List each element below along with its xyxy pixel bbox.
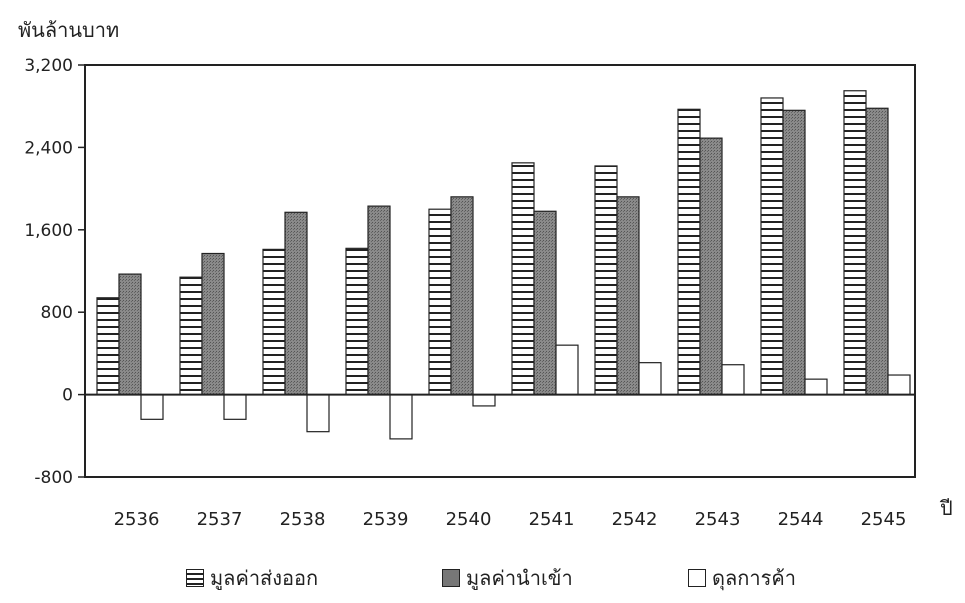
y-tick-label: 2,400 [24,138,73,158]
bar-import [782,109,806,396]
bar-import [450,196,474,396]
bar-balance [638,362,662,396]
bar-export [428,208,452,396]
bar-balance [140,394,164,420]
bar-export [96,297,120,396]
bar-balance [389,394,413,440]
x-tick-label: 2539 [363,509,409,530]
x-tick-label: 2543 [695,509,741,530]
y-tick-label: -800 [34,468,73,488]
bar-import [201,252,225,396]
bar-balance [555,344,579,396]
bar-export [511,162,535,396]
bar-export [760,97,784,396]
y-tick-label: 0 [62,386,73,406]
bar-balance [721,364,745,396]
bar-export [843,90,867,396]
bar-balance [804,378,828,396]
y-tick-label: 800 [41,303,73,323]
plot-frame [84,64,916,478]
bar-import [533,210,557,396]
x-tick-label: 2542 [612,509,658,530]
bar-balance [887,374,911,396]
bar-export [345,247,369,396]
legend-label-import: มูลค่านำเข้า [466,566,573,590]
bar-export [179,276,203,396]
legend: มูลค่าส่งออก มูลค่านำเข้า ดุลการค้า [0,562,965,602]
bar-import [699,137,723,396]
y-tick-label: 3,200 [24,56,73,76]
y-tick-label: 1,600 [24,221,73,241]
bar-import [616,196,640,396]
legend-item-balance: ดุลการค้า [688,562,796,594]
x-tick-label: 2538 [280,509,326,530]
legend-swatch-balance [688,569,706,587]
legend-swatch-import [442,569,460,587]
bar-balance [472,394,496,407]
bar-export [262,248,286,396]
legend-item-export: มูลค่าส่งออก [186,562,318,594]
y-axis-title: พันล้านบาท [18,18,120,42]
legend-label-export: มูลค่าส่งออก [210,566,319,590]
legend-label-balance: ดุลการค้า [712,566,796,590]
bar-import [367,205,391,396]
x-tick-label: 2541 [529,509,575,530]
bar-export [677,108,701,396]
x-tick-label: 2536 [114,509,160,530]
x-axis-title: ปี [940,496,953,520]
bar-import [284,211,308,396]
legend-swatch-export [186,569,204,587]
bar-export [594,165,618,396]
bar-import [118,273,142,396]
x-tick-label: 2537 [197,509,243,530]
bar-balance [223,394,247,420]
bar-balance [306,394,330,433]
bar-import [865,107,889,396]
x-tick-label: 2544 [778,509,824,530]
x-tick-label: 2545 [861,509,907,530]
legend-item-import: มูลค่านำเข้า [442,562,573,594]
x-tick-label: 2540 [446,509,492,530]
